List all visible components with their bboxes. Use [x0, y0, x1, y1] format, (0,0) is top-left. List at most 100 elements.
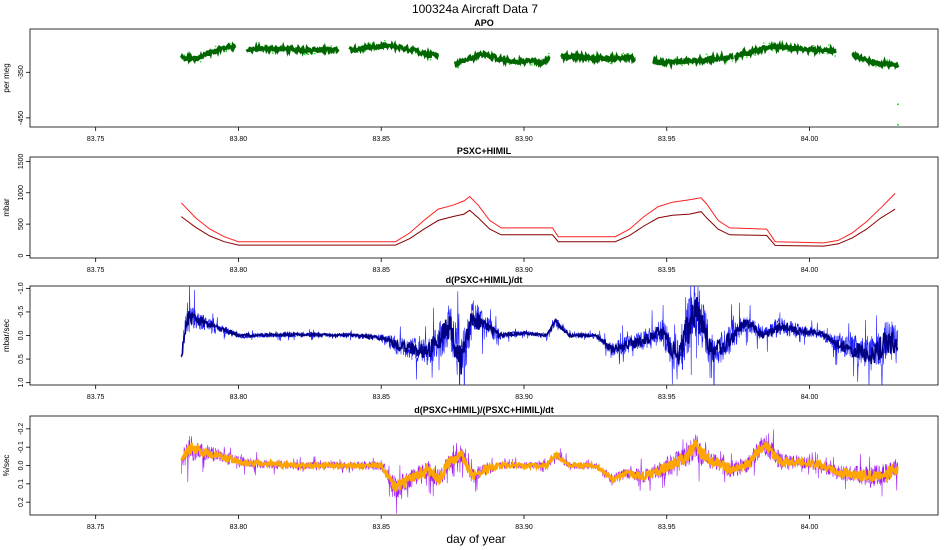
- apo-point: [771, 49, 774, 52]
- panel-title: PSXC+HIMIL: [457, 146, 512, 156]
- apo-point: [225, 50, 228, 53]
- y-tick-label: 1000: [18, 185, 25, 201]
- apo-point: [813, 44, 815, 47]
- apo-point: [307, 53, 310, 56]
- apo-line: [179, 41, 237, 65]
- apo-point: [753, 53, 755, 56]
- apo-line: [560, 49, 637, 66]
- panel-2: PSXC+HIMIL mbar 0 500 1000 1500 83.75 83.80 83.8…: [2, 146, 939, 274]
- panel-4: d(PSXC+HIMIL)/(PSXC+HIMIL)/dt %/sec -0.2 -0…: [2, 405, 939, 531]
- apo-point: [314, 52, 316, 55]
- x-tick-label: 83.85: [372, 524, 390, 531]
- x-tick-label: 83.75: [87, 267, 105, 274]
- apo-point: [384, 40, 386, 42]
- apo-point: [886, 59, 889, 61]
- apo-point: [271, 52, 274, 54]
- raw-rate-line: [181, 429, 899, 514]
- plot-frame: [29, 28, 939, 128]
- apo-point: [769, 43, 771, 45]
- apo-point: [548, 52, 550, 55]
- apo-point: [826, 53, 829, 55]
- plot-area: [180, 429, 899, 514]
- x-tick-label: 84.00: [801, 394, 819, 401]
- apo-point: [330, 45, 333, 47]
- panel-title: d(PSXC+HIMIL)/dt: [446, 275, 523, 285]
- apo-line: [733, 39, 837, 64]
- y-tick-label: -0.1: [18, 441, 25, 453]
- apo-point: [214, 45, 217, 48]
- apo-point: [183, 54, 185, 56]
- x-tick-label: 84.00: [801, 524, 819, 531]
- x-tick-label: 83.90: [515, 524, 533, 531]
- panel-3: d(PSXC+HIMIL)/dt mbar/sec -1.0 -0.5 0.0 0.5 1.…: [2, 275, 939, 401]
- apo-point: [705, 53, 708, 55]
- x-tick-label: 83.75: [87, 394, 105, 401]
- x-tick-label: 84.00: [801, 267, 819, 274]
- x-tick-label: 83.90: [515, 136, 533, 143]
- apo-point: [745, 56, 748, 58]
- apo-point: [828, 44, 830, 46]
- pressure-line-upper: [180, 193, 896, 244]
- panels: APO per meg -350 -450 83.75 83.80 83.85 83.90 83…: [2, 18, 939, 531]
- x-tick-label: 83.80: [230, 524, 248, 531]
- y-tick-label: 1500: [18, 154, 25, 170]
- apo-outlier: [897, 123, 900, 126]
- apo-segment-4: [453, 49, 551, 69]
- y-tick-label: -1.0: [18, 282, 25, 294]
- y-tick-label: -0.2: [18, 423, 25, 435]
- x-tick-label: 83.90: [515, 267, 533, 274]
- apo-point: [508, 63, 511, 66]
- apo-line: [652, 49, 734, 71]
- apo-point: [529, 64, 532, 66]
- x-tick-label: 83.90: [515, 394, 533, 401]
- apo-segment-5: [560, 49, 637, 66]
- y-tick-label: -450: [18, 111, 25, 125]
- x-tick-label: 83.80: [230, 267, 248, 274]
- apo-point: [674, 57, 677, 60]
- apo-point: [818, 53, 821, 55]
- x-axis-label: day of year: [446, 532, 505, 546]
- apo-segment-2: [245, 41, 340, 57]
- apo-point: [366, 43, 369, 45]
- apo-point: [622, 52, 624, 55]
- x-tick-label: 83.85: [372, 136, 390, 143]
- y-tick-label: 0.1: [18, 479, 25, 489]
- x-tick-label: 84.00: [801, 136, 819, 143]
- apo-segment-7: [733, 39, 837, 64]
- y-axis-label: %/sec: [2, 455, 11, 477]
- x-tick-label: 83.80: [230, 394, 248, 401]
- apo-point: [364, 50, 366, 53]
- apo-point: [199, 60, 202, 63]
- panel-title: d(PSXC+HIMIL)/(PSXC+HIMIL)/dt: [414, 405, 554, 415]
- apo-segment-8: [851, 50, 900, 71]
- plot-frame: [29, 156, 939, 259]
- figure-title: 100324a Aircraft Data 7: [412, 2, 538, 16]
- apo-point: [609, 62, 612, 65]
- smoothed-rate-line: [180, 439, 899, 492]
- y-tick-label: 0: [18, 253, 25, 257]
- apo-line: [453, 49, 551, 69]
- x-tick-label: 83.95: [658, 394, 676, 401]
- apo-line: [348, 40, 440, 62]
- apo-segment-1: [179, 41, 237, 65]
- y-tick-label: 1.0: [18, 378, 25, 388]
- apo-point: [429, 59, 432, 61]
- y-tick-label: 0.2: [18, 497, 25, 507]
- apo-segment-3: [348, 40, 440, 62]
- apo-point: [304, 53, 306, 56]
- apo-point: [373, 49, 375, 52]
- smoothed-rate-line: [180, 296, 899, 375]
- x-tick-label: 83.75: [87, 524, 105, 531]
- apo-point: [456, 66, 458, 69]
- apo-line: [851, 50, 900, 71]
- apo-point: [731, 60, 734, 62]
- y-tick-label: -0.5: [18, 306, 25, 318]
- y-tick-label: -350: [18, 65, 25, 79]
- x-tick-label: 83.80: [230, 136, 248, 143]
- y-axis-label: per meg: [2, 63, 11, 92]
- x-tick-label: 83.85: [372, 394, 390, 401]
- apo-point: [457, 66, 460, 69]
- apo-point: [681, 64, 684, 67]
- plot-area: [179, 39, 900, 126]
